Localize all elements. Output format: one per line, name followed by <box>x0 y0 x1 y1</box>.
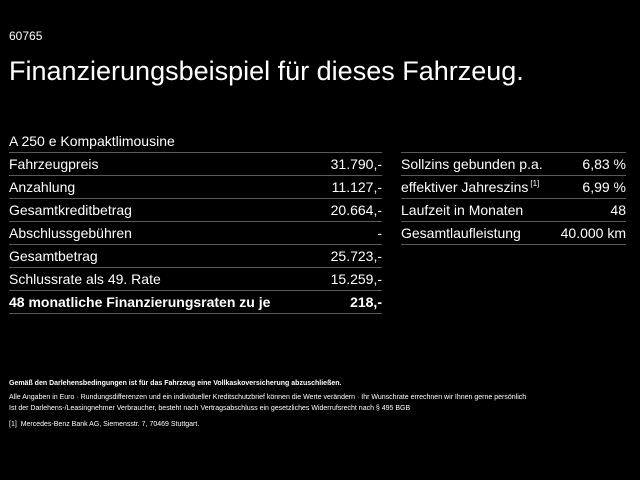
page-title: Finanzierungsbeispiel für dieses Fahrzeu… <box>9 56 524 86</box>
row-label: Gesamtbetrag <box>9 248 98 264</box>
row-value: 20.664,- <box>330 202 382 218</box>
row-value: 6,83 % <box>582 156 626 172</box>
row-value: - <box>377 225 382 241</box>
footnote: [1] Mercedes-Benz Bank AG, Siemensstr. 7… <box>9 419 629 430</box>
footnote-marker: [1] <box>530 179 540 188</box>
row-value: 218,- <box>350 294 382 310</box>
row-label: Fahrzeugpreis <box>9 156 99 172</box>
table-row: Laufzeit in Monaten 48 <box>401 198 626 221</box>
row-value: 31.790,- <box>330 156 382 172</box>
table-row: Abschlussgebühren - <box>9 221 382 244</box>
row-label: Abschlussgebühren <box>9 225 132 241</box>
financing-table: Fahrzeugpreis 31.790,- Anzahlung 11.127,- … <box>9 152 382 314</box>
row-label: Gesamtlaufleistung <box>401 225 521 241</box>
table-row: Anzahlung 11.127,- <box>9 175 382 198</box>
insurance-note: Gemäß den Darlehensbedingungen ist für d… <box>9 380 342 387</box>
offer-code: 60765 <box>9 29 43 43</box>
table-row: Fahrzeugpreis 31.790,- <box>9 152 382 175</box>
table-row: Schlussrate als 49. Rate 15.259,- <box>9 267 382 290</box>
row-value: 48 <box>610 202 626 218</box>
row-label: effektiver Jahreszins <box>401 179 529 195</box>
legal-notes: Gemäß den Darlehensbedingungen ist für d… <box>9 378 629 430</box>
row-value: 40.000 km <box>560 225 626 241</box>
row-label: Sollzins gebunden p.a. <box>401 156 543 172</box>
row-value: 11.127,- <box>331 179 382 195</box>
table-row: Sollzins gebunden p.a. 6,83 % <box>401 152 626 175</box>
footnote-text: Mercedes-Benz Bank AG, Siemensstr. 7, 70… <box>20 421 200 428</box>
table-row: Gesamtkreditbetrag 20.664,- <box>9 198 382 221</box>
disclaimer-note: Alle Angaben in Euro · Rundungsdifferenz… <box>9 394 527 401</box>
monthly-rate-row: 48 monatliche Finanzierungsraten zu je 21… <box>9 290 382 314</box>
vehicle-model: A 250 e Kompaktlimousine <box>9 133 175 149</box>
footnote-marker: [1] <box>9 421 17 428</box>
row-label: 48 monatliche Finanzierungsraten zu je <box>9 294 271 310</box>
row-label-group: effektiver Jahreszins [1] <box>401 179 539 195</box>
row-label: Anzahlung <box>9 179 76 195</box>
withdrawal-note: Ist der Darlehens-/Leasingnehmer Verbrau… <box>9 405 411 412</box>
row-value: 25.723,- <box>330 248 382 264</box>
table-row: Gesamtlaufleistung 40.000 km <box>401 221 626 245</box>
row-label: Laufzeit in Monaten <box>401 202 524 218</box>
table-row: effektiver Jahreszins [1] 6,99 % <box>401 175 626 198</box>
row-value: 15.259,- <box>330 271 382 287</box>
table-row: Gesamtbetrag 25.723,- <box>9 244 382 267</box>
row-label: Gesamtkreditbetrag <box>9 202 132 218</box>
terms-table: Sollzins gebunden p.a. 6,83 % effektiver … <box>401 152 626 245</box>
row-label: Schlussrate als 49. Rate <box>9 271 161 287</box>
row-value: 6,99 % <box>582 179 626 195</box>
